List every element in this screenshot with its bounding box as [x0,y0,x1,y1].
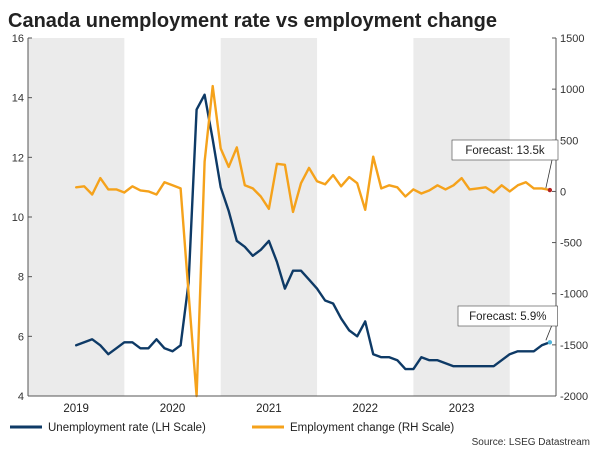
legend-label-employment: Employment change (RH Scale) [290,422,454,434]
year-band-2019 [28,38,125,396]
left-tick-label: 12 [12,152,24,164]
employment-change-line [75,84,552,398]
unemployment-rate-line [75,93,552,371]
callout-label: Forecast: 5.9% [469,311,546,323]
left-tick-label: 4 [18,391,24,403]
right-tick-label: -500 [560,238,582,250]
left-tick-label: 6 [18,331,24,343]
source-note: Source: LSEG Datastream [472,437,590,448]
x-tick-label-2023: 2023 [449,403,475,415]
chart-title: Canada unemployment rate vs employment c… [8,10,497,32]
right-tick-label: 0 [560,186,566,198]
left-tick-label: 16 [12,33,24,45]
left-tick-label: 8 [18,272,24,284]
left-tick-label: 10 [12,212,24,224]
year-band-2023 [413,38,510,396]
x-tick-label-2019: 2019 [63,403,89,415]
left-tick-label: 14 [12,93,24,105]
right-tick-label: -1500 [560,340,588,352]
callout-box [451,139,559,161]
right-tick-label: -1000 [560,289,588,301]
year-band-2021 [220,38,318,396]
callout-leader [545,159,553,189]
right-tick-label: 1000 [560,84,584,96]
right-tick-label: 1500 [560,33,584,45]
employment-forecast-point [547,187,553,193]
callout-box [457,305,558,327]
legend-label-unemployment: Unemployment rate (LH Scale) [48,422,206,434]
callout-leader [545,325,552,341]
right-tick-label: 500 [560,135,578,147]
x-tick-label-2022: 2022 [352,403,378,415]
right-tick-label: -2000 [560,391,588,403]
callout-label: Forecast: 13.5k [465,145,545,157]
unemployment-forecast-point [547,340,553,345]
x-tick-label-2020: 2020 [160,403,186,415]
x-tick-label-2021: 2021 [256,403,282,415]
